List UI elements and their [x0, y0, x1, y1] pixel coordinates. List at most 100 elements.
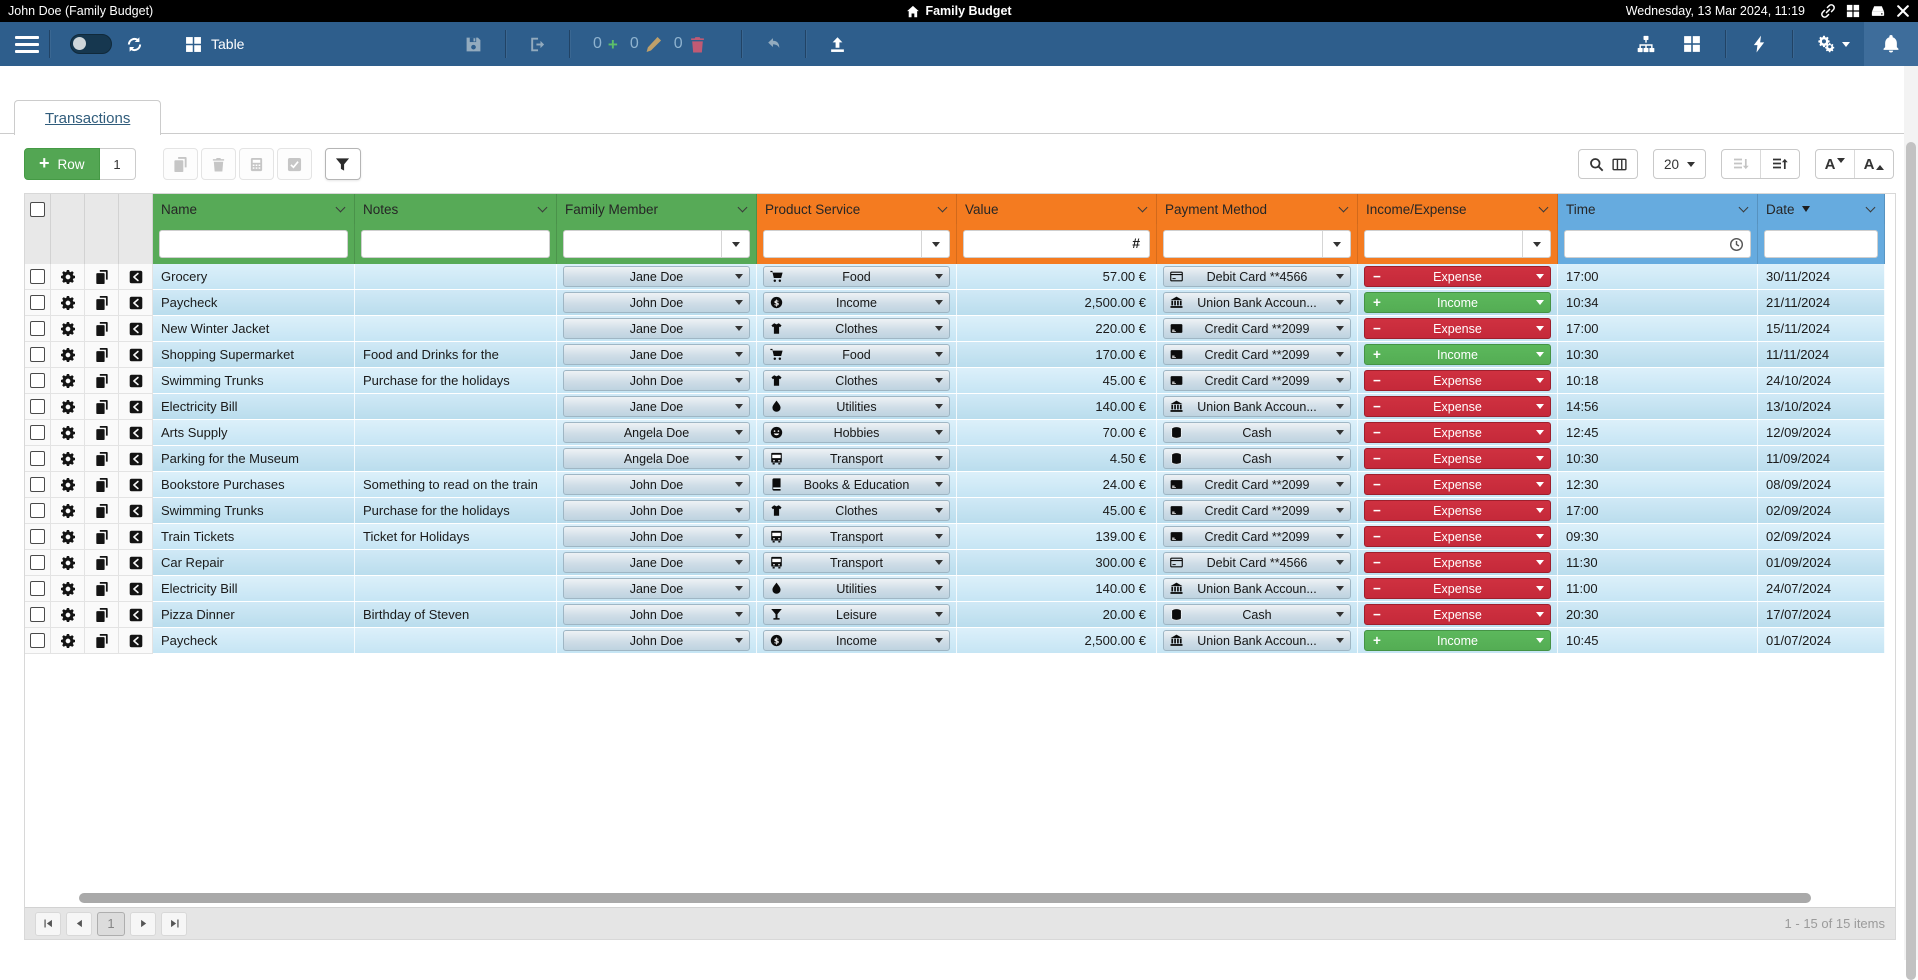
payment-method-dropdown[interactable]: Union Bank Accoun...: [1163, 292, 1351, 313]
column-header-payment[interactable]: Payment Method: [1157, 194, 1358, 224]
product-service-dropdown[interactable]: Food: [763, 344, 950, 365]
cell-value[interactable]: 4.50 €: [957, 446, 1157, 472]
cell-date[interactable]: 15/11/2024: [1758, 316, 1885, 342]
cell-name[interactable]: New Winter Jacket: [153, 316, 355, 342]
row-share-button[interactable]: [119, 628, 153, 654]
cell-name[interactable]: Paycheck: [153, 290, 355, 316]
cell-notes[interactable]: [355, 394, 557, 420]
row-settings-button[interactable]: [51, 394, 85, 420]
filter-input-family[interactable]: [563, 230, 750, 258]
table-row[interactable]: Electricity Bill Jane Doe Utilities 140.00 …: [25, 394, 1895, 420]
edit-mode-toggle[interactable]: [70, 34, 112, 54]
income-expense-dropdown[interactable]: − Expense: [1364, 552, 1551, 573]
cell-value[interactable]: 140.00 €: [957, 576, 1157, 602]
cell-name[interactable]: Car Repair: [153, 550, 355, 576]
cell-value[interactable]: 140.00 €: [957, 394, 1157, 420]
product-service-dropdown[interactable]: Leisure: [763, 604, 950, 625]
cell-name[interactable]: Swimming Trunks: [153, 498, 355, 524]
product-service-dropdown[interactable]: $ Income: [763, 292, 950, 313]
income-expense-dropdown[interactable]: − Expense: [1364, 526, 1551, 547]
row-checkbox[interactable]: [30, 347, 45, 362]
row-share-button[interactable]: [119, 524, 153, 550]
cell-date[interactable]: 01/07/2024: [1758, 628, 1885, 654]
row-duplicate-button[interactable]: [85, 342, 119, 368]
filter-button[interactable]: [324, 148, 361, 180]
cell-value[interactable]: 45.00 €: [957, 368, 1157, 394]
pager-next-button[interactable]: [130, 911, 156, 936]
family-member-dropdown[interactable]: John Doe: [563, 474, 750, 495]
payment-method-dropdown[interactable]: Cash: [1163, 448, 1351, 469]
family-member-dropdown[interactable]: Jane Doe: [563, 578, 750, 599]
filter-input-time[interactable]: [1564, 230, 1751, 258]
income-expense-dropdown[interactable]: − Expense: [1364, 422, 1551, 443]
row-checkbox[interactable]: [30, 503, 45, 518]
row-duplicate-button[interactable]: [85, 420, 119, 446]
cell-notes[interactable]: [355, 446, 557, 472]
storage-drive-icon[interactable]: [1871, 4, 1885, 18]
cell-notes[interactable]: Purchase for the holidays: [355, 498, 557, 524]
family-member-dropdown[interactable]: John Doe: [563, 526, 750, 547]
row-share-button[interactable]: [119, 420, 153, 446]
payment-method-dropdown[interactable]: Union Bank Accoun...: [1163, 630, 1351, 651]
family-member-dropdown[interactable]: Angela Doe: [563, 448, 750, 469]
cell-date[interactable]: 12/09/2024: [1758, 420, 1885, 446]
row-checkbox[interactable]: [30, 529, 45, 544]
lightning-icon[interactable]: [1750, 35, 1768, 53]
upload-icon[interactable]: [829, 36, 846, 53]
table-row[interactable]: Shopping Supermarket Food and Drinks for …: [25, 342, 1895, 368]
income-expense-dropdown[interactable]: − Expense: [1364, 318, 1551, 339]
cell-name[interactable]: Train Tickets: [153, 524, 355, 550]
product-service-dropdown[interactable]: Utilities: [763, 578, 950, 599]
row-duplicate-button[interactable]: [85, 498, 119, 524]
income-expense-dropdown[interactable]: − Expense: [1364, 474, 1551, 495]
cell-value[interactable]: 45.00 €: [957, 498, 1157, 524]
row-share-button[interactable]: [119, 264, 153, 290]
cell-notes[interactable]: [355, 290, 557, 316]
cell-date[interactable]: 02/09/2024: [1758, 524, 1885, 550]
column-header-value[interactable]: Value: [957, 194, 1157, 224]
row-checkbox[interactable]: [30, 373, 45, 388]
cell-date[interactable]: 17/07/2024: [1758, 602, 1885, 628]
refresh-icon[interactable]: [126, 36, 143, 53]
income-expense-dropdown[interactable]: − Expense: [1364, 604, 1551, 625]
cell-time[interactable]: 11:30: [1558, 550, 1758, 576]
family-member-dropdown[interactable]: John Doe: [563, 630, 750, 651]
cell-time[interactable]: 12:30: [1558, 472, 1758, 498]
row-share-button[interactable]: [119, 316, 153, 342]
column-header-name[interactable]: Name: [153, 194, 355, 224]
row-checkbox[interactable]: [30, 295, 45, 310]
row-checkbox[interactable]: [30, 607, 45, 622]
row-duplicate-button[interactable]: [85, 446, 119, 472]
cell-value[interactable]: 57.00 €: [957, 264, 1157, 290]
cell-notes[interactable]: [355, 576, 557, 602]
filter-input-name[interactable]: [159, 230, 348, 258]
row-share-button[interactable]: [119, 368, 153, 394]
column-header-date[interactable]: Date: [1758, 194, 1885, 224]
tab-transactions[interactable]: Transactions: [14, 100, 162, 135]
payment-method-dropdown[interactable]: Credit Card **2099: [1163, 318, 1351, 339]
family-member-dropdown[interactable]: Jane Doe: [563, 318, 750, 339]
family-member-dropdown[interactable]: John Doe: [563, 292, 750, 313]
font-smaller-button[interactable]: A: [1816, 150, 1854, 178]
column-header-product[interactable]: Product Service: [757, 194, 957, 224]
family-member-dropdown[interactable]: Angela Doe: [563, 422, 750, 443]
pager-previous-button[interactable]: [66, 911, 92, 936]
cell-date[interactable]: 13/10/2024: [1758, 394, 1885, 420]
cell-notes[interactable]: Purchase for the holidays: [355, 368, 557, 394]
filter-input-value[interactable]: #: [963, 230, 1150, 258]
table-row[interactable]: Car Repair Jane Doe Transport 300.00 € Debit…: [25, 550, 1895, 576]
table-row[interactable]: Swimming Trunks Purchase for the holidays…: [25, 498, 1895, 524]
row-checkbox[interactable]: [30, 451, 45, 466]
row-duplicate-button[interactable]: [85, 602, 119, 628]
row-duplicate-button[interactable]: [85, 524, 119, 550]
cell-date[interactable]: 24/07/2024: [1758, 576, 1885, 602]
cell-notes[interactable]: [355, 628, 557, 654]
table-row[interactable]: New Winter Jacket Jane Doe Clothes 220.00 €…: [25, 316, 1895, 342]
family-member-dropdown[interactable]: Jane Doe: [563, 344, 750, 365]
income-expense-dropdown[interactable]: − Expense: [1364, 578, 1551, 599]
row-duplicate-button[interactable]: [85, 628, 119, 654]
cell-notes[interactable]: [355, 550, 557, 576]
table-row[interactable]: Pizza Dinner Birthday of Steven John Doe Le…: [25, 602, 1895, 628]
table-row[interactable]: Swimming Trunks Purchase for the holidays…: [25, 368, 1895, 394]
row-duplicate-button[interactable]: [85, 550, 119, 576]
